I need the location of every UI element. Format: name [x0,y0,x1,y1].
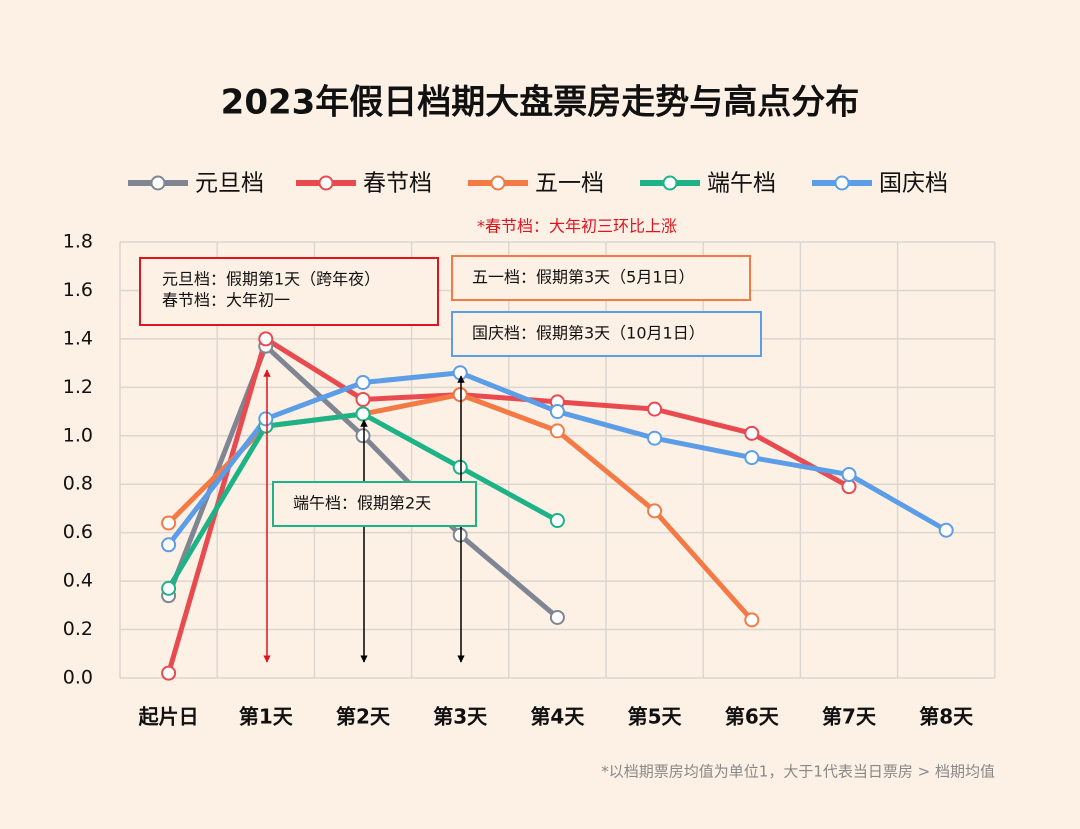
legend-label: 元旦档 [195,171,264,197]
point [258,411,274,427]
y-tick-label: 0.8 [63,473,93,495]
y-tick-label: 0.2 [63,618,93,640]
point [452,527,468,543]
annotation-box [451,255,751,301]
annotation-box [139,257,439,326]
y-tick-label: 0.0 [63,667,93,689]
point [355,391,371,407]
annotation: 五一档：假期第3天（5月1日） [472,268,695,287]
point [452,387,468,403]
point [355,374,371,390]
series-line [166,336,851,674]
x-tick-label: 第3天 [433,705,488,729]
note: *春节档：大年初三环比上涨 [477,217,677,236]
x-tick-label: 第4天 [530,705,585,729]
point [161,515,177,531]
point [744,450,760,466]
y-tick-label: 1.6 [63,279,93,301]
x-tick-label: 第5天 [628,705,683,729]
x-tick-label: 第6天 [725,705,780,729]
legend-marker [834,175,850,191]
point [161,580,177,596]
chart-title: 2023年假日档期大盘票房走势与高点分布 [221,83,860,123]
point [744,612,760,628]
point [161,537,177,553]
point [452,365,468,381]
point [647,503,663,519]
y-tick-label: 1.2 [63,376,93,398]
legend-label: 端午档 [707,171,776,197]
point [161,665,177,681]
x-tick-label: 起片日 [138,705,199,729]
lines [161,331,954,681]
legend-label: 春节档 [363,171,432,197]
point [549,609,565,625]
legend-marker [150,175,166,191]
point [452,459,468,475]
y-tick-label: 1.0 [63,424,93,446]
annotation: 端午档：假期第2天 [293,494,431,513]
y-tick-label: 1.4 [63,327,93,349]
legend-label: 国庆档 [879,171,948,197]
annotation: 国庆档：假期第3天（10月1日） [472,324,705,343]
x-tick-label: 第8天 [919,705,974,729]
annotation-box [451,311,762,357]
y-tick-label: 1.8 [63,231,93,253]
legend-label: 五一档 [535,171,604,197]
point [549,423,565,439]
annotation: 春节档：大年初一 [162,291,290,310]
point [355,406,371,422]
point [841,467,857,483]
footnote: *以档期票房均值为单位1，大于1代表当日票房 > 档期均值 [601,763,995,781]
point [549,513,565,529]
legend-marker [318,175,334,191]
annotation-box [272,481,477,527]
x-tick-label: 第1天 [239,705,294,729]
point [841,479,857,495]
x-tick-label: 第2天 [336,705,391,729]
point [647,430,663,446]
annotation: 元旦档：假期第1天（跨年夜） [162,270,380,289]
legend-marker [662,175,678,191]
legend-marker [490,175,506,191]
y-tick-label: 0.6 [63,521,93,543]
point [938,522,954,538]
point [355,428,371,444]
x-tick-label: 第7天 [822,705,877,729]
point [744,425,760,441]
point [549,404,565,420]
y-tick-label: 0.4 [63,570,93,592]
point [258,331,274,347]
point [647,401,663,417]
annotation-boxes: 元旦档：假期第1天（跨年夜） 春节档：大年初一 五一档：假期第3天（5月1日） … [139,255,762,527]
